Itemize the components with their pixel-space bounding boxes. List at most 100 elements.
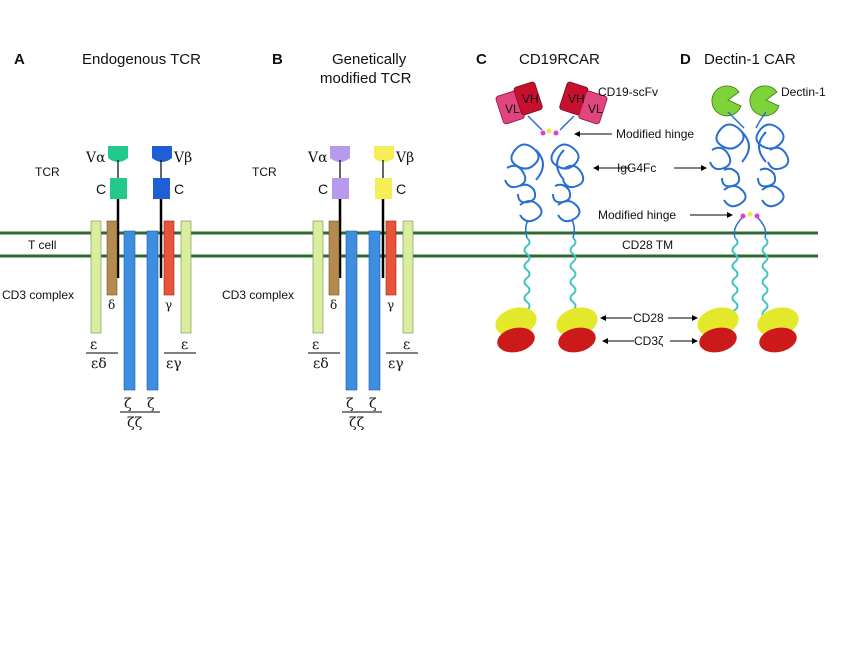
cd3z-label: CD3ζ [634,334,664,348]
panel-b-letter: B [272,51,283,68]
panel-c-hinge-dot-2 [546,128,552,134]
panel-b-epsilon-left [312,220,324,334]
panel-a-calpha-domain [110,178,127,199]
panel-d-letter: D [680,51,691,68]
panel-d-dectin-left [711,85,742,117]
panel-b-calpha-label: C [318,181,328,197]
panel-a-zeta-left [123,230,136,391]
panel-c-scfv-left-vh [513,81,543,116]
panel-a-title: Endogenous TCR [82,51,201,68]
cd28-tm-label: CD28 TM [622,238,673,252]
panel-b-tcr-beta-chain: Vβ C [374,146,414,278]
panel-d-stalk-right [757,217,767,239]
panel-b-eg-label: εγ [388,356,404,372]
panel-b-delta [328,220,340,296]
panel-d-stalk-left [733,217,743,239]
panel-a-gamma-label: γ [165,298,172,312]
panel-a-valpha-domain [108,146,128,162]
panel-b-gamma-label: γ [387,298,394,312]
panel-b-calpha-domain [332,178,349,199]
panel-b-zz-label: ζζ [349,415,365,431]
panel-c-scfv-right-vh-label: VH [568,92,585,106]
panel-a-delta-label: δ [108,298,115,312]
panel-b-vbeta-label: Vβ [395,150,414,166]
panel-b-title-line1: Genetically [332,51,407,68]
panel-a-epsilon-left [90,220,102,334]
panel-d-hinge-label: Modified hinge [598,208,676,222]
panel-d-dectin-right [749,85,780,117]
panel-c-scfv-right-vl-label: VL [588,102,603,116]
panel-a-letter: A [14,51,25,68]
panel-c-scfv-right: VH VL [559,81,608,125]
panel-c-cd3z-right [558,327,596,353]
panel-b-ed-label: εδ [313,356,329,372]
panel-d-hinge-arrowhead [727,212,733,218]
panel-a-tcr-label: TCR [35,165,60,179]
panel-b-valpha-domain [330,146,350,162]
panel-a-calpha-label: C [96,181,106,197]
cd3z-arrowhead-left [602,338,608,344]
panel-c-cd3z-left [497,327,535,353]
panel-b-delta-label: δ [330,298,337,312]
panel-a-valpha-label: Vα [85,150,106,166]
panel-d-hinge-dot-2 [747,211,753,217]
panel-a-eg-label: εγ [166,356,182,372]
panel-c-scfv-right-linker [559,115,575,131]
panel-d-hinge-dot-1 [740,213,746,219]
panel-b-zeta-left-label: ζ [346,396,354,412]
panel-c-scfv-left: VL VH [495,81,543,125]
panel-c-tm-helix-left [523,237,531,319]
panel-d-tm-helix-left [731,237,739,319]
panel-a-epsilon-right-label: ε [181,337,188,353]
panel-a-cd3-label: CD3 complex [2,288,74,302]
panel-b-epsilon-left-label: ε [312,337,319,353]
panel-a-zeta-right-label: ζ [147,396,155,412]
panel-c-letter: C [476,51,487,68]
panel-a-zeta-left-label: ζ [124,396,132,412]
panel-a-epsilon-right [180,220,192,334]
cd28-arrowhead-right [692,315,698,321]
panel-d-title: Dectin-1 CAR [704,51,796,68]
panel-c-fc-arrowhead [593,165,599,171]
panel-b-cbeta-label: C [396,181,406,197]
panel-a-delta [106,220,118,296]
panel-c-scfv-label: CD19-scFv [598,85,658,99]
panel-b-cd3-label: CD3 complex [222,288,294,302]
panel-c-title: CD19RCAR [519,51,600,68]
cd3z-arrowhead-right [692,338,698,344]
panel-b-zeta-right-label: ζ [369,396,377,412]
panel-a-zz-label: ζζ [127,415,143,431]
panel-a-gamma [163,220,175,296]
panel-b-cbeta-domain [375,178,392,199]
cd28-arrowhead-left [600,315,606,321]
panel-a-vbeta-domain [152,146,172,162]
panel-c-hinge-dot-3 [553,130,559,136]
panel-d-hinge-dot-3 [754,213,760,219]
panel-a-cbeta-label: C [174,181,184,197]
panel-c-hinge-label: Modified hinge [616,127,694,141]
panel-d-tm-helix-right [761,237,769,319]
panel-c-stalk-right [571,219,576,239]
panel-c-scfv-left-linker [527,115,543,131]
panel-b-epsilon-right [402,220,414,334]
cd28-label: CD28 [633,311,664,325]
panel-b-tcr-label: TCR [252,165,277,179]
panel-a-cbeta-domain [153,178,170,199]
panel-c-scfv-left-vl-label: VL [505,102,520,116]
panel-b-gamma [385,220,397,296]
panel-c-hinge-dot-1 [540,130,546,136]
panel-a-vbeta-label: Vβ [173,150,192,166]
panel-b-tcr-alpha-chain: Vα C [307,146,350,278]
panel-d-dectin-right-linker [755,111,767,129]
panel-d-fc-arrowhead [701,165,707,171]
panel-c-scfv-right-vl [578,90,608,125]
panel-a-zeta-right [146,230,159,391]
panel-b-epsilon-right-label: ε [403,337,410,353]
panel-d-dectin-label: Dectin-1 [781,85,826,99]
panel-b-title-line2: modified TCR [320,70,412,87]
panel-d-dectin-left-linker [727,111,745,129]
panel-b-valpha-label: Vα [307,150,328,166]
panel-a-tcell-label: T cell [28,238,56,252]
panel-c-stalk-left [524,219,529,239]
